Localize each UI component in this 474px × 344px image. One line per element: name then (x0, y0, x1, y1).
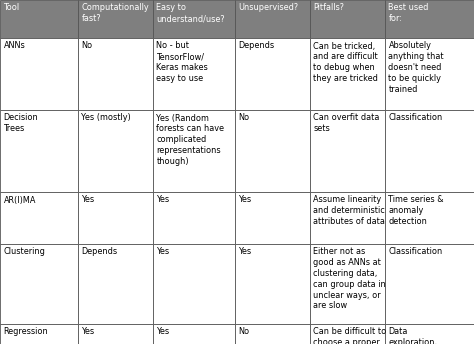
Text: Can be difficult to
choose a proper
function: Can be difficult to choose a proper func… (313, 327, 387, 344)
Bar (78, 324, 153, 344)
Text: Decision
Trees: Decision Trees (3, 114, 38, 133)
Text: No: No (238, 114, 250, 122)
Bar (153, 110, 235, 192)
Text: Computationally
fast?: Computationally fast? (82, 3, 149, 23)
Text: Best used
for:: Best used for: (389, 3, 429, 23)
Bar (235, 110, 310, 192)
Bar (0, 192, 78, 244)
Text: Yes (Random
forests can have
complicated
representations
though): Yes (Random forests can have complicated… (156, 114, 225, 165)
Text: Depends: Depends (238, 42, 274, 51)
Bar (310, 110, 385, 192)
Bar (385, 0, 474, 38)
Bar (153, 192, 235, 244)
Text: No: No (82, 42, 92, 51)
Text: Yes: Yes (82, 195, 95, 204)
Bar (310, 192, 385, 244)
Text: Easy to
understand/use?: Easy to understand/use? (156, 3, 225, 23)
Text: Either not as
good as ANNs at
clustering data,
can group data in
unclear ways, o: Either not as good as ANNs at clustering… (313, 247, 386, 310)
Text: Assume linearity
and deterministic
attributes of data: Assume linearity and deterministic attri… (313, 195, 385, 226)
Bar (235, 324, 310, 344)
Bar (0, 324, 78, 344)
Bar (153, 244, 235, 324)
Text: Yes: Yes (238, 247, 252, 257)
Text: Tool: Tool (3, 3, 19, 12)
Bar (78, 0, 153, 38)
Text: Time series &
anomaly
detection: Time series & anomaly detection (389, 195, 444, 226)
Bar (78, 110, 153, 192)
Bar (310, 324, 385, 344)
Bar (235, 0, 310, 38)
Bar (0, 0, 78, 38)
Text: Yes: Yes (82, 327, 95, 336)
Bar (310, 244, 385, 324)
Bar (78, 244, 153, 324)
Text: Clustering: Clustering (3, 247, 46, 257)
Bar (0, 110, 78, 192)
Bar (153, 38, 235, 110)
Bar (235, 38, 310, 110)
Text: Classification: Classification (389, 247, 443, 257)
Text: AR(I)MA: AR(I)MA (3, 195, 36, 204)
Bar (385, 38, 474, 110)
Bar (0, 38, 78, 110)
Text: ANNs: ANNs (3, 42, 25, 51)
Bar (385, 324, 474, 344)
Text: Yes (mostly): Yes (mostly) (82, 114, 131, 122)
Text: Can overfit data
sets: Can overfit data sets (313, 114, 380, 133)
Bar (153, 0, 235, 38)
Bar (0, 244, 78, 324)
Text: No - but
TensorFlow/
Keras makes
easy to use: No - but TensorFlow/ Keras makes easy to… (156, 42, 208, 83)
Text: Yes: Yes (238, 195, 252, 204)
Text: Pitfalls?: Pitfalls? (313, 3, 345, 12)
Bar (385, 110, 474, 192)
Bar (310, 38, 385, 110)
Text: Classification: Classification (389, 114, 443, 122)
Text: Can be tricked,
and are difficult
to debug when
they are tricked: Can be tricked, and are difficult to deb… (313, 42, 378, 83)
Text: Data
exploration,
prediction
and decision-
making if
first-principle
models exis: Data exploration, prediction and decisio… (389, 327, 443, 344)
Text: Regression: Regression (3, 327, 48, 336)
Text: Unsupervised?: Unsupervised? (238, 3, 299, 12)
Text: Absolutely
anything that
doesn't need
to be quickly
trained: Absolutely anything that doesn't need to… (389, 42, 444, 94)
Bar (235, 244, 310, 324)
Text: Yes: Yes (156, 247, 170, 257)
Text: Yes: Yes (156, 327, 170, 336)
Bar (385, 244, 474, 324)
Text: Yes: Yes (156, 195, 170, 204)
Text: Depends: Depends (82, 247, 118, 257)
Bar (78, 192, 153, 244)
Text: No: No (238, 327, 250, 336)
Bar (385, 192, 474, 244)
Bar (310, 0, 385, 38)
Bar (78, 38, 153, 110)
Bar (235, 192, 310, 244)
Bar (153, 324, 235, 344)
